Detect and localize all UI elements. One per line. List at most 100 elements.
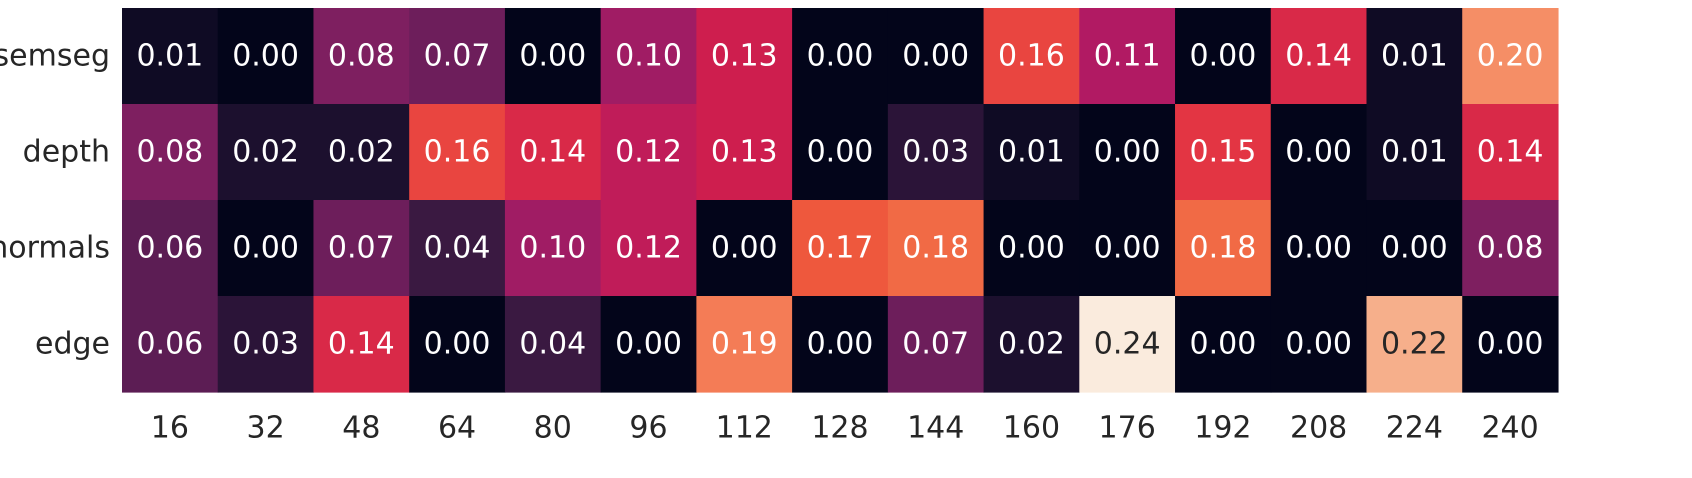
cell-annotations: 0.01 0.00 0.08 0.07 0.00 0.10 0.13 0.00 0.00 0.16…: [136, 39, 1543, 362]
heatmap-cell: [792, 8, 889, 105]
heatmap-cell: [600, 200, 697, 297]
cell-annotation: 0.16: [424, 135, 491, 170]
cell-annotation: 0.14: [519, 135, 586, 170]
heatmap-cell: [1079, 104, 1176, 201]
heatmap-cell: [600, 296, 697, 393]
heatmap-cell: [313, 104, 410, 201]
heatmap-cell: [1270, 296, 1368, 393]
cell-annotation: 0.07: [424, 39, 491, 74]
heatmap-cell: [1270, 200, 1368, 297]
cell-annotation: 0.14: [1477, 135, 1544, 170]
cell-annotation: 0.08: [1477, 231, 1544, 266]
cell-annotation: 0.00: [232, 231, 299, 266]
cell-annotation: 0.03: [232, 327, 299, 362]
cell-annotation: 0.00: [807, 39, 874, 74]
x-tick-label: 176: [1099, 411, 1156, 446]
heatmap-cell: [1462, 8, 1559, 105]
cell-annotation: 0.03: [902, 135, 969, 170]
cell-annotation: 0.20: [1477, 39, 1544, 74]
cell-annotation: 0.00: [1381, 231, 1448, 266]
cell-annotation: 0.00: [902, 39, 969, 74]
heatmap-cell: [1270, 8, 1368, 105]
heatmap-cell: [1270, 104, 1368, 201]
heatmap-cell: [887, 200, 985, 297]
cell-annotation: 0.14: [328, 327, 395, 362]
cell-annotation: 0.04: [424, 231, 491, 266]
cell-annotation: 0.15: [1189, 135, 1256, 170]
heatmap-cell: [983, 200, 1080, 297]
cell-annotation: 0.00: [1477, 327, 1544, 362]
y-tick-label: depth: [23, 135, 110, 170]
heatmap-cell: [600, 104, 697, 201]
cell-annotation: 0.06: [136, 327, 203, 362]
cell-annotation: 0.10: [615, 39, 682, 74]
heatmap-cell: [1175, 104, 1272, 201]
cell-annotation: 0.13: [711, 39, 778, 74]
x-tick-label: 240: [1481, 411, 1538, 446]
cell-annotation: 0.00: [1189, 327, 1256, 362]
heatmap-cell: [504, 104, 602, 201]
heatmap-cell: [217, 8, 315, 105]
x-tick-label: 160: [1003, 411, 1060, 446]
cell-annotation: 0.00: [1285, 327, 1352, 362]
cell-annotation: 0.06: [136, 231, 203, 266]
heatmap-cell: [887, 296, 985, 393]
heatmap-cell: [504, 200, 602, 297]
x-tick-label: 96: [629, 411, 667, 446]
heatmap-cell: [1366, 104, 1463, 201]
cell-annotation: 0.12: [615, 231, 682, 266]
cell-annotation: 0.00: [1189, 39, 1256, 74]
cell-annotation: 0.12: [615, 135, 682, 170]
heatmap-cell: [1462, 296, 1559, 393]
cell-annotation: 0.01: [136, 39, 203, 74]
heatmap-cell: [792, 200, 889, 297]
cell-annotation: 0.01: [998, 135, 1065, 170]
heatmap-cell: [313, 8, 410, 105]
cell-annotation: 0.00: [519, 39, 586, 74]
cell-annotation: 0.17: [807, 231, 874, 266]
heatmap-cell: [983, 8, 1080, 105]
y-axis-tick-labels: semseg depth normals edge: [0, 39, 110, 362]
cell-annotation: 0.19: [711, 327, 778, 362]
cell-annotation: 0.00: [1285, 135, 1352, 170]
cell-annotation: 0.07: [328, 231, 395, 266]
x-tick-label: 208: [1290, 411, 1347, 446]
cell-annotation: 0.24: [1094, 327, 1161, 362]
heatmap-cell: [792, 296, 889, 393]
cell-annotation: 0.00: [1094, 135, 1161, 170]
cell-annotation: 0.13: [711, 135, 778, 170]
heatmap-cell: [696, 8, 793, 105]
heatmap-cell: [409, 200, 506, 297]
heatmap-cell: [792, 104, 889, 201]
x-tick-label: 112: [716, 411, 773, 446]
heatmap-cell: [696, 200, 793, 297]
heatmap-cell: [696, 296, 793, 393]
heatmap-cell: [1079, 200, 1176, 297]
x-tick-label: 80: [534, 411, 572, 446]
heatmap-cell: [313, 200, 410, 297]
x-tick-label: 32: [247, 411, 285, 446]
cell-annotation: 0.02: [232, 135, 299, 170]
y-tick-label: edge: [35, 327, 110, 362]
heatmap-cell: [313, 296, 410, 393]
heatmap-cell: [409, 296, 506, 393]
x-tick-label: 128: [811, 411, 868, 446]
heatmap-cell: [217, 200, 315, 297]
heatmap-cell: [1175, 8, 1272, 105]
cell-annotation: 0.00: [615, 327, 682, 362]
x-axis-tick-labels: 16 32 48 64 80 96 112 128 144 160 176 192 208 224 240: [151, 411, 1539, 446]
x-tick-label: 192: [1194, 411, 1251, 446]
cell-annotation: 0.18: [1189, 231, 1256, 266]
cell-annotation: 0.02: [998, 327, 1065, 362]
heatmap-cell: [1366, 200, 1463, 297]
cell-annotation: 0.01: [1381, 39, 1448, 74]
heatmap-cell: [504, 8, 602, 105]
heatmap-cell: [122, 104, 219, 201]
cell-annotation: 0.01: [1381, 135, 1448, 170]
cell-annotation: 0.00: [1285, 231, 1352, 266]
heatmap-cell: [1366, 8, 1463, 105]
cell-annotation: 0.10: [519, 231, 586, 266]
heatmap-cell: [1079, 296, 1176, 393]
cell-annotation: 0.18: [902, 231, 969, 266]
